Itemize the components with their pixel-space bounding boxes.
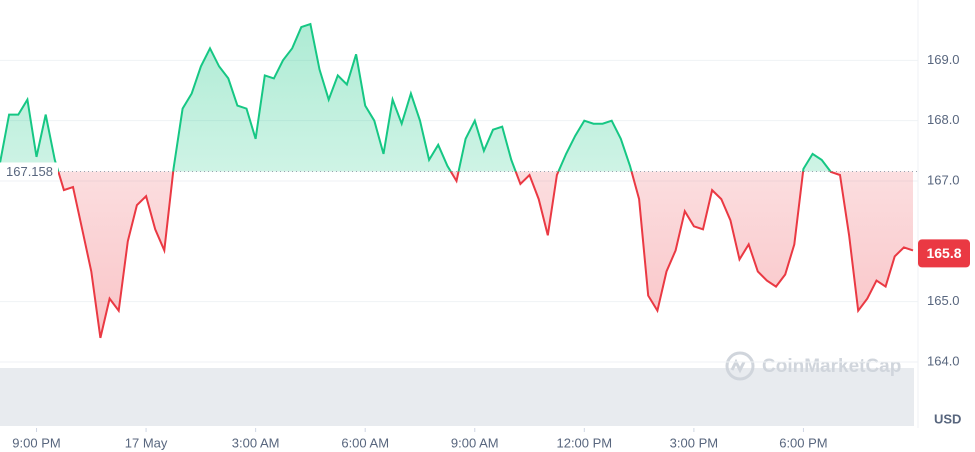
- x-tick-label: 6:00 AM: [341, 435, 389, 450]
- currency-label: USD: [934, 411, 961, 426]
- watermark-text: CoinMarketCap: [762, 356, 901, 377]
- volume-area: [0, 368, 914, 426]
- y-tick-label: 169.0: [927, 52, 960, 67]
- y-tick-label: 165.0: [927, 293, 960, 308]
- x-tick-label: 17 May: [125, 435, 168, 450]
- y-tick-label: 164.0: [927, 353, 960, 368]
- reference-label: 167.158: [6, 164, 53, 179]
- x-tick-label: 3:00 PM: [670, 435, 718, 450]
- x-tick-label: 12:00 PM: [556, 435, 612, 450]
- x-tick-label: 9:00 AM: [451, 435, 499, 450]
- last-price-label: 165.8: [926, 245, 961, 261]
- y-tick-label: 168.0: [927, 112, 960, 127]
- y-tick-label: 167.0: [927, 172, 960, 187]
- x-tick-label: 9:00 PM: [12, 435, 60, 450]
- watermark: [725, 351, 755, 381]
- area-up: [0, 24, 913, 172]
- area-down: [58, 171, 913, 338]
- reference-label-box: [0, 162, 58, 181]
- price-line-down: [57, 171, 914, 339]
- x-tick-label: 3:00 AM: [232, 435, 280, 450]
- last-price-badge: [918, 239, 970, 268]
- x-tick-label: 6:00 PM: [779, 435, 827, 450]
